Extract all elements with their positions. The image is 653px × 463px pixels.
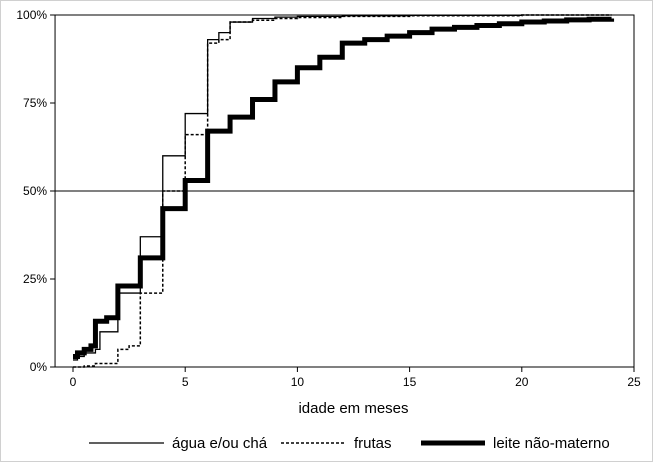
legend: água e/ou chá frutas leite não-materno — [89, 435, 610, 452]
x-tick-label: 5 — [182, 375, 189, 389]
x-tick-label: 10 — [291, 375, 305, 389]
y-tick-label: 0% — [30, 360, 48, 374]
y-tick-label: 100% — [16, 8, 47, 22]
series-line-2 — [73, 14, 612, 368]
series-line-3 — [73, 16, 615, 359]
legend-label: água e/ou chá — [172, 435, 268, 452]
x-tick-label: 25 — [627, 375, 641, 389]
legend-label: frutas — [354, 435, 392, 452]
y-tick-label: 25% — [23, 272, 47, 286]
y-tick-label: 75% — [23, 96, 47, 110]
y-tick-label: 50% — [23, 184, 47, 198]
axes-layer: 0% 25% 50% 75% 100% 0 5 10 15 20 25 — [16, 8, 641, 389]
x-axis-title: idade em meses — [298, 400, 408, 417]
x-tick-label: 20 — [515, 375, 529, 389]
series-layer — [73, 14, 615, 368]
x-tick-label: 0 — [70, 375, 77, 389]
legend-label: leite não-materno — [493, 435, 610, 452]
x-tick-label: 15 — [403, 375, 417, 389]
